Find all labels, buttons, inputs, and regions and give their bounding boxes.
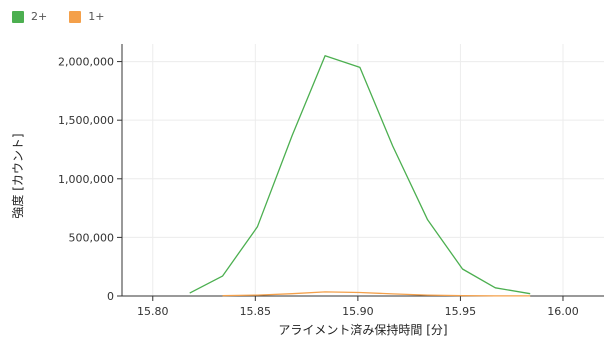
- x-tick-label: 15.80: [137, 305, 169, 318]
- legend: 2+ 1+: [12, 10, 126, 23]
- series-line-2plus[interactable]: [189, 55, 531, 295]
- legend-label-1plus: 1+: [88, 10, 105, 23]
- legend-swatch-1plus: [69, 10, 82, 23]
- x-tick-label: 15.90: [342, 305, 374, 318]
- y-axis-title: 強度 [カウント]: [10, 133, 25, 218]
- series-layer: [189, 55, 531, 297]
- axis-layer: [117, 44, 604, 301]
- legend-label-2plus: 2+: [31, 10, 48, 23]
- legend-item-1plus[interactable]: 1+: [69, 10, 104, 23]
- y-tick-label: 0: [107, 290, 114, 303]
- y-tick-label: 2,000,000: [58, 56, 114, 69]
- label-layer: アライメント済み保持時間 [分] 強度 [カウント] 0 500,000 1,000…: [10, 56, 579, 337]
- x-tick-label: 16.00: [547, 305, 579, 318]
- y-tick-label: 1,000,000: [58, 173, 114, 186]
- series-line-1plus[interactable]: [222, 291, 531, 297]
- x-tick-label: 15.95: [445, 305, 477, 318]
- y-tick-label: 500,000: [69, 231, 115, 244]
- grid-layer: [122, 44, 604, 296]
- y-tick-label: 1,500,000: [58, 114, 114, 127]
- x-tick-label: 15.85: [240, 305, 272, 318]
- x-axis-title: アライメント済み保持時間 [分]: [278, 322, 447, 337]
- legend-item-2plus[interactable]: 2+: [12, 10, 47, 23]
- legend-swatch-2plus: [12, 10, 24, 23]
